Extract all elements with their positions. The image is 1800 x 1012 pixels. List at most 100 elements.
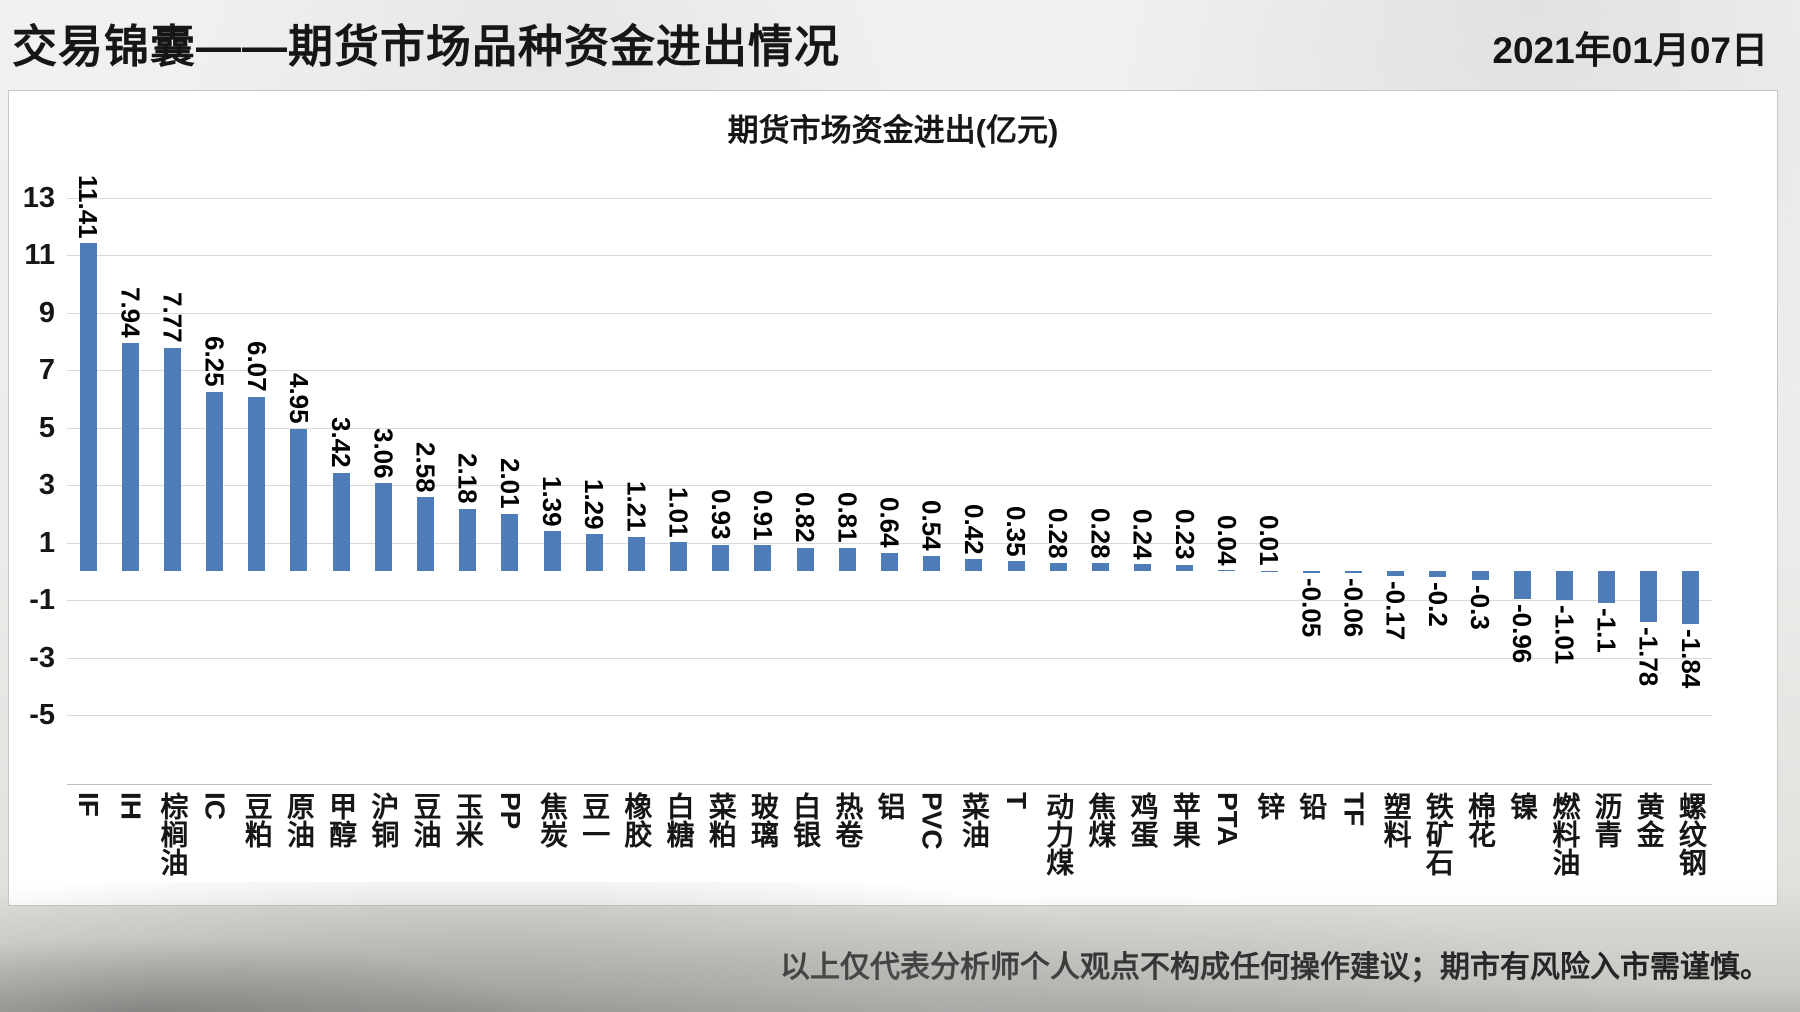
y-tick-label: 3 [38,469,55,502]
chart-panel: 期货市场资金进出(亿元) 13 11 9 7 5 3 1 -1 -3 -5 11.41 IF 7.94… [8,90,1778,906]
category-label: 焦煤 [1085,792,1117,848]
bar [1007,561,1025,572]
category-label: T [1001,792,1033,810]
value-label: 2.58 [410,441,441,493]
bar [374,483,392,572]
category-label: PVC [916,792,948,850]
bar [1260,571,1278,572]
value-label: 0.64 [874,497,905,548]
bar [1218,570,1236,572]
category-label: 橡胶 [621,792,653,848]
bar [1429,571,1447,578]
category-label: 热卷 [832,792,864,848]
bar [670,542,688,572]
gridline [67,657,1712,659]
bar [965,559,983,572]
bar [1176,564,1194,572]
category-label: 黄金 [1633,792,1665,848]
gridline [67,715,1712,716]
category-label: 铁矿石 [1422,792,1454,876]
category-label: 沪铜 [368,792,400,848]
bar [1302,571,1320,573]
value-label: 6.07 [241,341,272,392]
category-label: 动力煤 [1043,792,1075,876]
category-label: PTA [1211,792,1243,846]
y-tick-label: -5 [29,699,55,731]
value-label: 0.23 [1169,509,1200,560]
category-label: 塑料 [1380,792,1412,848]
value-label: 0.54 [916,500,947,551]
value-label: 1.01 [663,486,694,538]
value-label: -0.3 [1465,584,1495,630]
value-label: 2.01 [494,457,525,509]
bar [838,548,856,572]
category-label: 菜粕 [705,792,737,848]
bar [206,391,224,572]
bar [121,343,139,572]
category-label: 菜油 [958,792,990,848]
category-label: 铝 [874,792,906,820]
bar [79,243,97,572]
bar [712,544,730,572]
y-tick-label: 9 [38,296,55,329]
value-label: 0.82 [790,492,821,543]
category-label: 焦炭 [537,792,569,848]
bar [163,347,181,572]
bar [1344,571,1362,573]
bar [1471,571,1489,580]
y-tick-label: -1 [29,584,55,617]
category-label: PP [494,792,526,830]
bar [248,396,266,572]
value-label: 0.28 [1043,507,1074,559]
y-tick-label: 7 [38,354,55,387]
category-label: IH [115,792,147,820]
page-title: 交易锦囊——期货市场品种资金进出情况 [12,21,841,72]
category-label: 铅 [1296,792,1328,820]
value-label: 11.41 [73,174,104,239]
value-label: -0.05 [1296,577,1327,637]
gridline [67,485,1712,487]
bar [1640,571,1658,623]
value-label: 1.39 [537,475,568,527]
y-tick-label: 11 [24,239,55,272]
value-label: -0.96 [1507,603,1538,664]
bar [1134,564,1152,572]
category-label: 沥青 [1591,792,1623,848]
gridline [67,197,1712,199]
bar [754,545,772,572]
category-label: TF [1338,792,1370,827]
category-label: 豆粕 [241,792,273,848]
y-axis-labels: 13 11 9 7 5 3 1 -1 -3 -5 [9,91,57,905]
gridline [67,600,1712,602]
category-label: 玉米 [452,792,484,848]
category-label: 锌 [1254,792,1286,820]
value-label: 7.77 [157,292,188,343]
value-label: 1.21 [621,480,652,532]
value-label: 7.94 [115,287,146,339]
gridline [67,427,1712,429]
bar [1513,571,1531,599]
bar [543,531,561,572]
category-label: 原油 [283,792,315,848]
category-label: 燃料油 [1549,792,1581,876]
value-label: -0.06 [1338,578,1369,638]
bar [459,508,477,572]
value-label: 0.91 [747,489,778,541]
category-label: 鸡蛋 [1127,792,1159,848]
gridline [67,312,1712,314]
value-label: 0.35 [1001,505,1032,557]
report-date: 2021年01月07日 [1492,30,1768,71]
value-label: 6.25 [199,336,230,387]
category-label: 豆一 [579,792,611,848]
bar [1682,571,1700,625]
bar [627,536,645,572]
category-label: 棕榈油 [157,792,189,876]
value-label: 0.24 [1127,508,1158,560]
value-label: 0.93 [705,488,736,540]
value-label: 3.06 [368,427,399,479]
category-label: 棉花 [1465,792,1496,848]
bar [923,555,941,572]
category-label: IC [199,792,231,820]
value-label: 4.95 [283,373,314,425]
